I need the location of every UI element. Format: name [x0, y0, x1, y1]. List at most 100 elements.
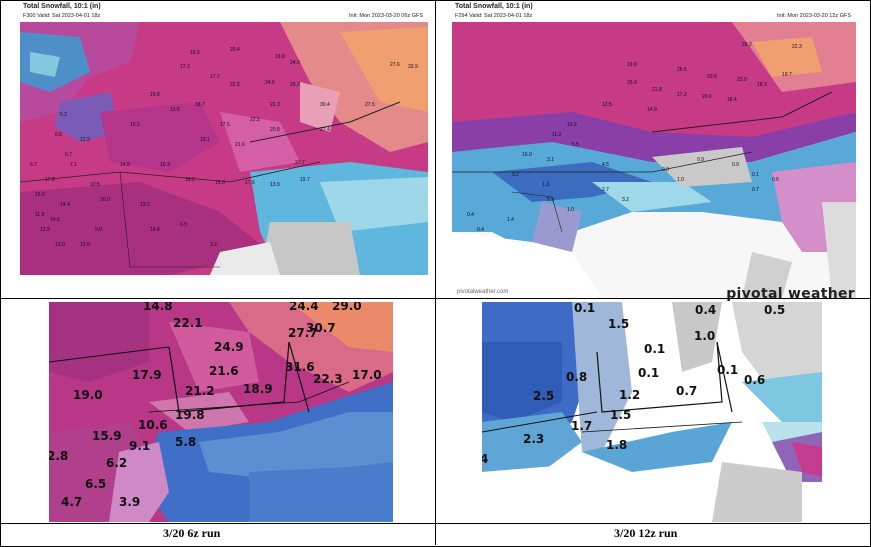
snowfall-value-label: 14.4 — [60, 202, 70, 208]
snowfall-value-label: 0.9 — [732, 162, 739, 168]
snowfall-value-label: 20.8 — [707, 74, 717, 80]
snowfall-value-label: 16.3 — [160, 162, 170, 168]
snowfall-value-label: 19.8 — [175, 408, 205, 422]
snowfall-value-label: 0.1 — [574, 302, 596, 315]
snowfall-value-label: 0.4 — [467, 212, 474, 218]
snowfall-value-label: 27.4 — [320, 127, 330, 133]
snowfall-value-label: 21.6 — [235, 142, 245, 148]
snowfall-value-label: 0.1 — [717, 363, 739, 377]
map-init-time: Init: Mon 2023-03-20 12z GFS — [777, 13, 851, 19]
table-divider-horizontal — [0, 298, 871, 299]
snowfall-value-label: 19.1 — [200, 137, 210, 143]
snowfall-value-label: 17.6 — [245, 180, 255, 186]
snowfall-value-label: 0.6 — [772, 177, 779, 183]
snowfall-value-label: 1.0 — [694, 329, 716, 343]
snowfall-value-label: 0.6 — [744, 373, 766, 387]
snowfall-value-label: 0.4 — [695, 303, 717, 317]
snowfall-value-label: 21.2 — [185, 384, 215, 398]
snowfall-value-label: 27.7 — [295, 160, 305, 166]
snowfall-value-label: 15.9 — [92, 429, 122, 443]
snowfall-value-label: 9.2 — [512, 172, 519, 178]
snowfall-value-label: 24.4 — [289, 302, 319, 313]
snowfall-value-label: 5.8 — [175, 435, 197, 449]
snowfall-value-label: 0.1 — [638, 366, 660, 380]
snowfall-value-label: 27.6 — [390, 62, 400, 68]
snowfall-value-label: 0.1 — [752, 172, 759, 178]
snowfall-value-label: 19.7 — [300, 177, 310, 183]
snowfall-value-label: 19.7 — [782, 72, 792, 78]
pivotal-weather-logo: pivotal weather — [726, 286, 855, 302]
snowfall-value-label: 30.4 — [320, 102, 330, 108]
map-header: Total Snowfall, 10:1 (in) F294 Valid: Sa… — [452, 2, 856, 22]
snowfall-value-label: 0.7 — [676, 384, 698, 398]
snowfall-value-label: 4.7 — [61, 495, 83, 509]
snowfall-value-label: 4.5 — [602, 162, 609, 168]
map-title: Total Snowfall, 10:1 (in) — [23, 3, 101, 10]
snowfall-value-label: 0.7 — [752, 187, 759, 193]
snowfall-value-label: 17.5 — [220, 122, 230, 128]
snowfall-value-label: 16.0 — [522, 152, 532, 158]
caption-left: 3/20 6z run — [163, 526, 221, 540]
snowfall-value-label: 17.2 — [677, 92, 687, 98]
snowfall-map-12z — [452, 22, 856, 298]
snowfall-value-label: 18.4 — [727, 97, 737, 103]
snowfall-value-label: 17.7 — [210, 74, 220, 80]
snowfall-value-label: 13.0 — [55, 242, 65, 248]
snowfall-value-label: 17.8 — [45, 177, 55, 183]
snowfall-value-label: 4 — [482, 452, 489, 466]
map-valid-time: F294 Valid: Sat 2023-04-01 18z — [455, 13, 533, 19]
snowfall-value-label: 15.8 — [150, 92, 160, 98]
snowfall-value-label: 21.8 — [652, 87, 662, 93]
snowfall-value-label: 1.7 — [571, 419, 593, 433]
snowfall-value-label: 13.9 — [270, 182, 280, 188]
snowfall-value-label: 13.6 — [170, 107, 180, 113]
snowfall-value-label: 10.6 — [138, 418, 168, 432]
snowfall-value-label: 23.9 — [737, 77, 747, 83]
snowfall-value-label: 9.0 — [95, 227, 102, 233]
snowfall-value-label: 33.9 — [408, 64, 418, 70]
snowfall-value-label: 1.5 — [608, 317, 630, 331]
snowfall-value-label: 18.9 — [243, 382, 273, 396]
snowfall-value-label: 12.5 — [602, 102, 612, 108]
snowfall-value-label: 27.5 — [365, 102, 375, 108]
bottom-right-zoomed-12z-map: 0.1 1.5 0.4 0.5 1.0 0.1 0.8 0.1 0.1 0.6 2.5 1.2 0.7 1… — [482, 302, 822, 522]
snowfall-value-label: 6.9 — [180, 222, 187, 228]
snowfall-value-label: 18.7 — [195, 102, 205, 108]
snowfall-value-label: 22.3 — [313, 372, 343, 386]
bottom-left-zoomed-06z-map: 14.8 22.1 24.4 29.0 27.7 30.7 24.9 17.9 21.6 31.6… — [49, 302, 393, 522]
snowfall-value-label: 22.3 — [792, 44, 802, 50]
snowfall-value-label: 3.1 — [547, 157, 554, 163]
snowfall-value-label: 1.2 — [619, 388, 641, 402]
snowfall-value-label: 6.2 — [106, 456, 128, 470]
snowfall-value-label: 10.2 — [567, 122, 577, 128]
snowfall-value-label: 6.7 — [30, 162, 37, 168]
snowfall-value-label: 11.9 — [35, 212, 45, 218]
table-divider-caption — [0, 523, 871, 524]
map-valid-time: F300 Valid: Sat 2023-04-01 18z — [23, 13, 101, 19]
snowfall-value-label: 14.8 — [143, 302, 173, 313]
snowfall-value-label: 14.9 — [647, 107, 657, 113]
snowfall-value-label: 24.0 — [290, 60, 300, 66]
snowfall-value-label: 18.3 — [757, 82, 767, 88]
top-right-gfs-12z-map: Total Snowfall, 10:1 (in) F294 Valid: Sa… — [452, 2, 856, 298]
snowfall-value-label: 11.2 — [552, 132, 562, 138]
snowfall-value-label: 20.6 — [702, 94, 712, 100]
snowfall-value-label: 22.5 — [250, 117, 260, 123]
snowfall-value-label: 0.8 — [662, 167, 669, 173]
snowfall-value-label: 20.4 — [230, 47, 240, 53]
snowfall-value-label: 6.7 — [65, 152, 72, 158]
caption-right: 3/20 12z run — [614, 526, 678, 540]
snowfall-value-label: 19.0 — [73, 388, 103, 402]
snowfall-value-label: 5.5 — [572, 142, 579, 148]
snowfall-value-label: 2.8 — [49, 449, 69, 463]
snowfall-value-label: 19.6 — [627, 62, 637, 68]
snowfall-value-label: 30.7 — [306, 321, 336, 335]
map-header: Total Snowfall, 10:1 (in) F300 Valid: Sa… — [20, 2, 428, 22]
snowfall-value-label: 21.6 — [209, 364, 239, 378]
snowfall-value-label: 7.1 — [70, 162, 77, 168]
snowfall-value-label: 24.6 — [265, 80, 275, 86]
snowfall-value-label: 17.0 — [352, 368, 382, 382]
snowfall-value-label: 22.5 — [230, 82, 240, 88]
snowfall-value-label: 5.5 — [547, 197, 554, 203]
snowfall-value-label: 22.1 — [173, 316, 203, 330]
